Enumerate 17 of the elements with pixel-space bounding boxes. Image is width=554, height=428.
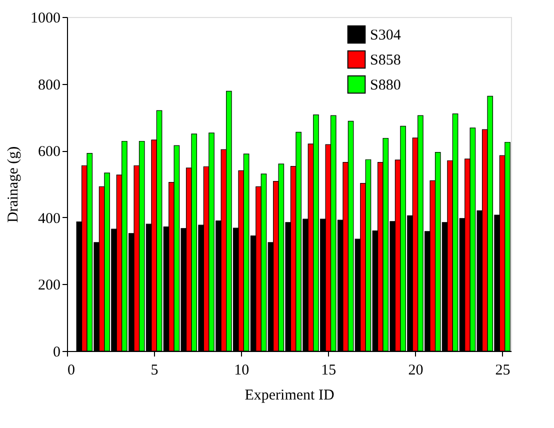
x-tick-label: 5 <box>150 362 158 378</box>
legend-label: S858 <box>370 52 401 68</box>
y-tick-label: 0 <box>53 344 60 360</box>
y-tick-label: 200 <box>38 278 60 294</box>
y-tick-label: 1000 <box>30 10 60 26</box>
x-tick-label: 15 <box>321 362 336 378</box>
x-tick-label: 20 <box>408 362 424 378</box>
x-axis-title: Experiment ID <box>244 388 334 404</box>
y-tick-label: 800 <box>38 77 60 94</box>
legend-label: S880 <box>370 78 401 94</box>
y-tick-label: 400 <box>38 210 60 227</box>
x-tick-label: 0 <box>68 362 75 378</box>
y-axis-title: Drainage (g) <box>6 146 22 223</box>
legend-label: S304 <box>370 28 402 44</box>
y-tick-label: 600 <box>38 144 60 160</box>
x-tick-label: 25 <box>495 362 510 378</box>
x-tick-label: 10 <box>234 362 250 378</box>
